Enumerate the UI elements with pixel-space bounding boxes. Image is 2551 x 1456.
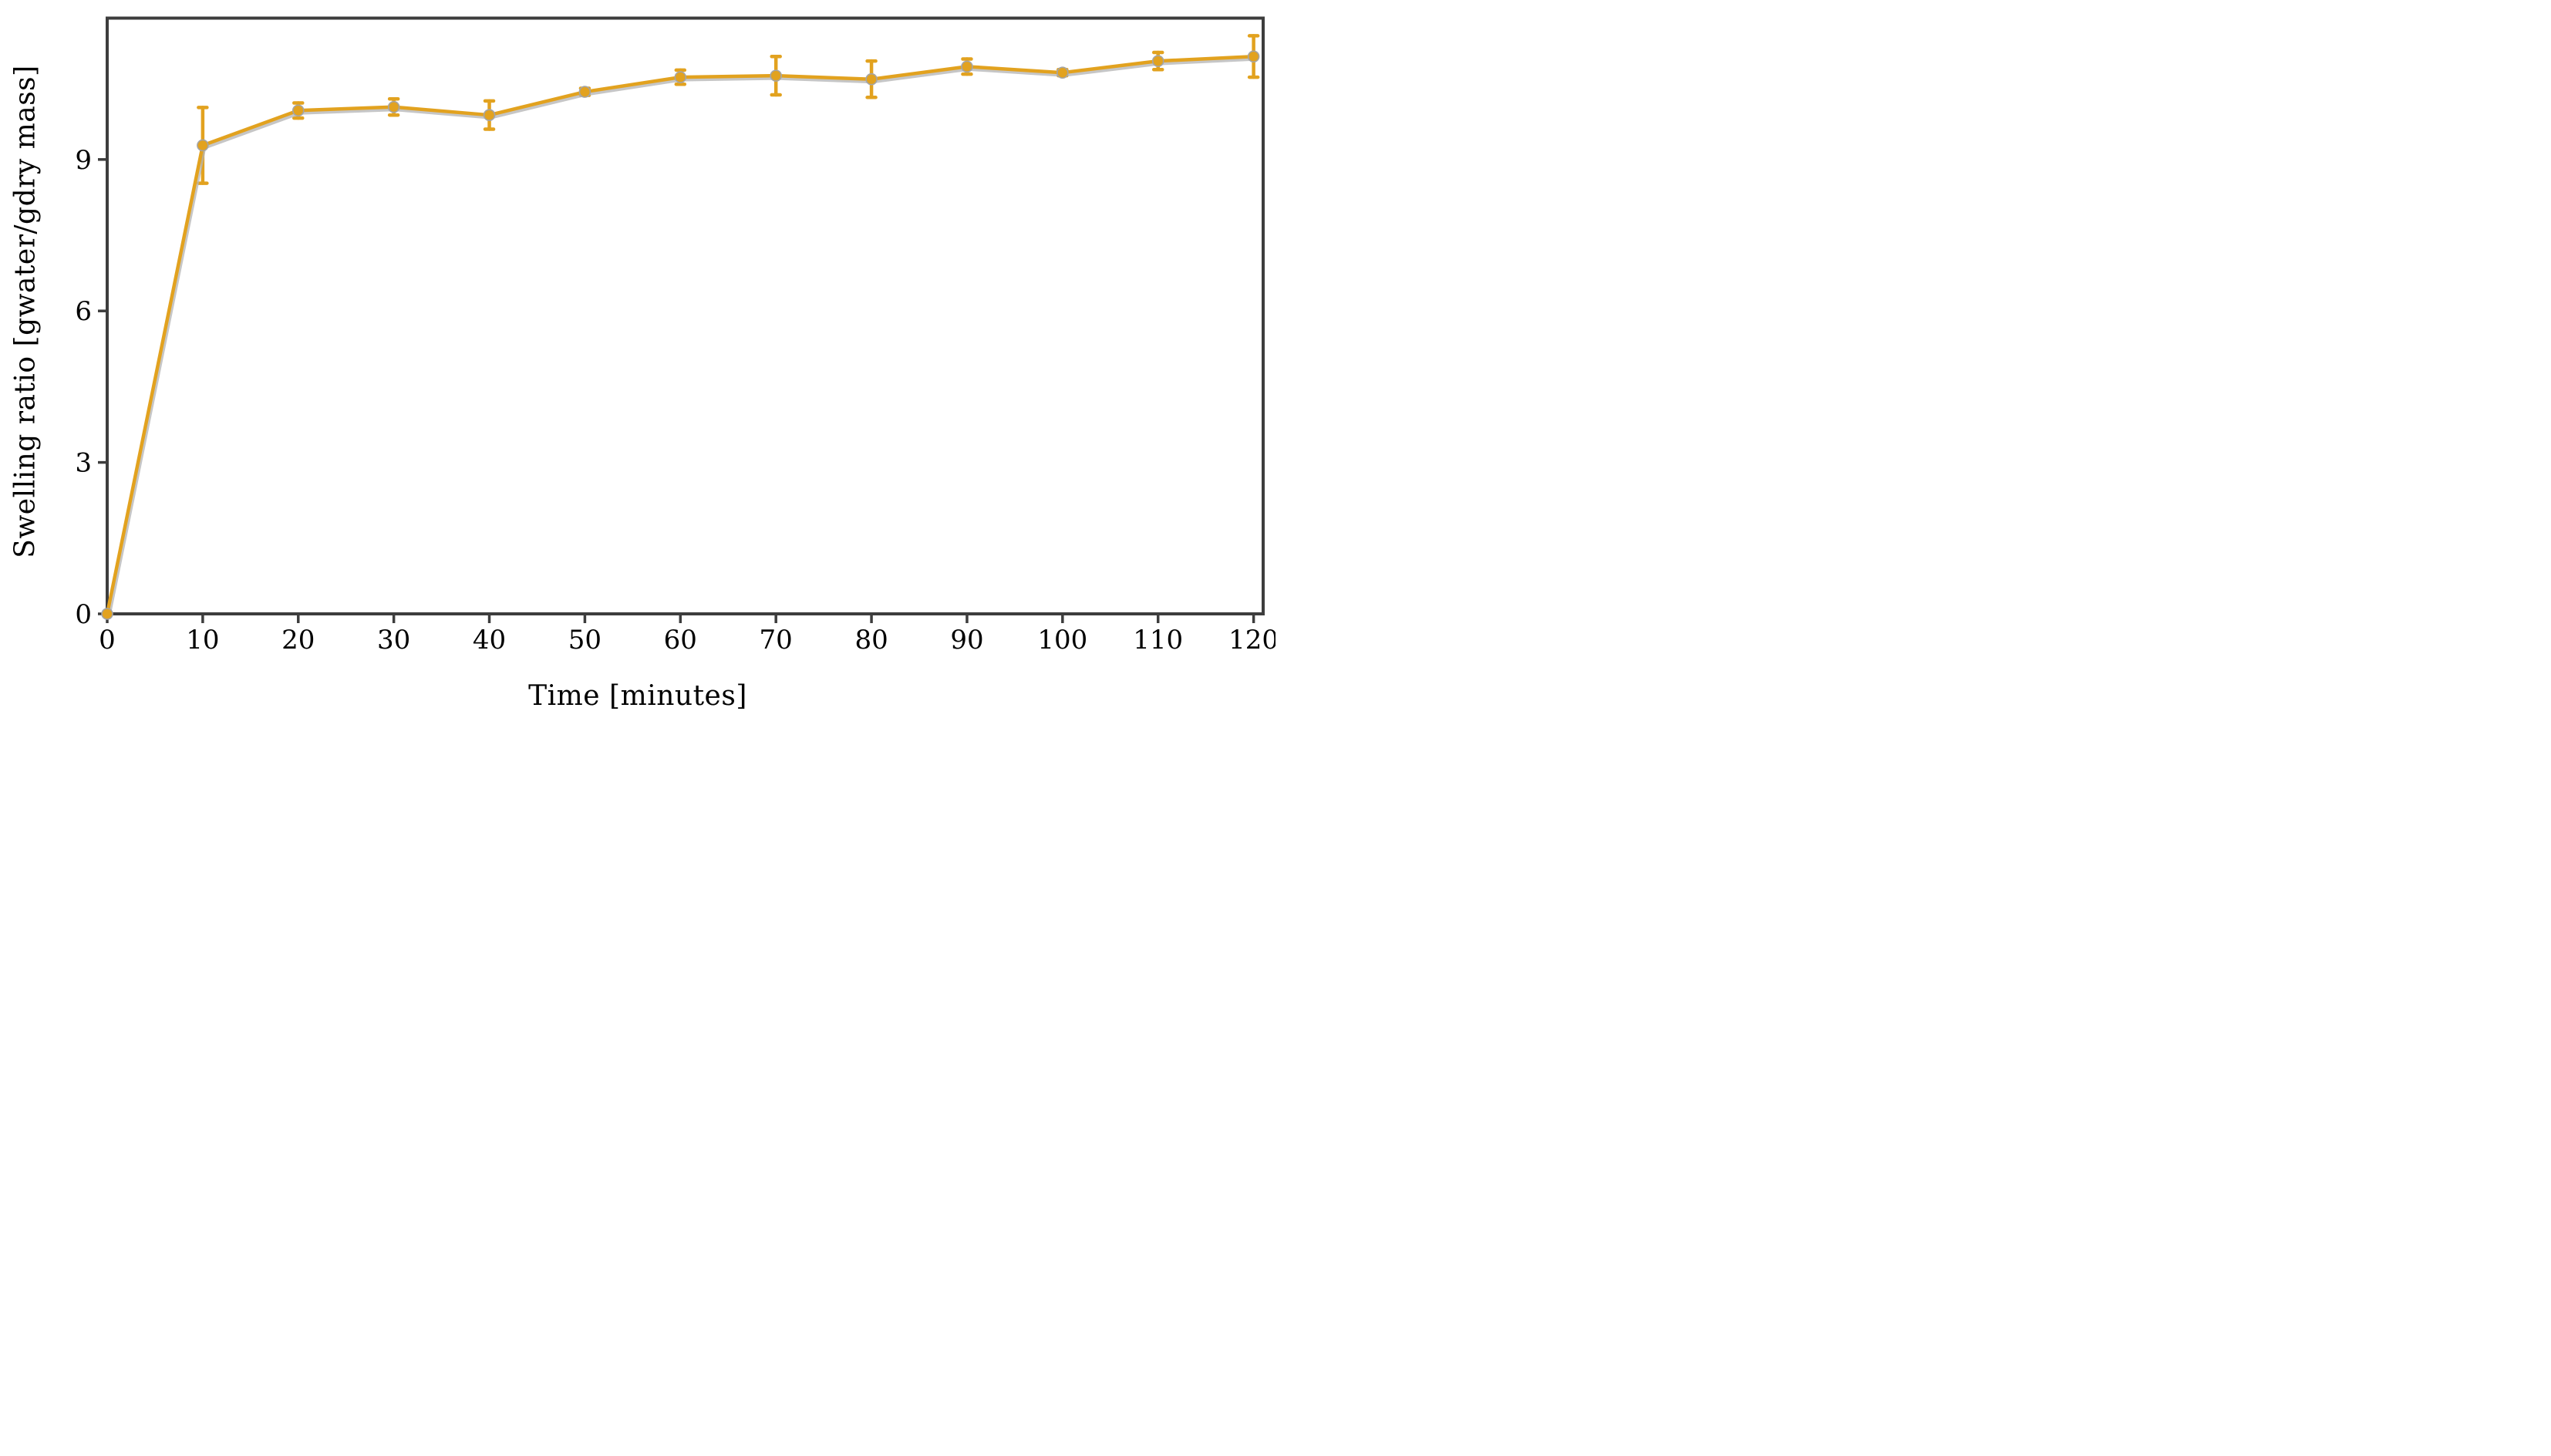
x-tick-label: 120: [1228, 625, 1276, 656]
data-point-marker: [387, 100, 400, 113]
y-tick-label: 3: [75, 448, 92, 479]
data-point-marker: [770, 69, 782, 82]
swelling-chart: 0 10 20 30 40 50 60 70 80 90 100 110 120 0 3 6 9: [75, 16, 1276, 656]
data-point-marker: [674, 71, 687, 83]
data-point-marker: [101, 608, 113, 620]
data-point-marker: [961, 60, 973, 73]
data-point-marker: [1247, 50, 1260, 63]
x-tick-label: 10: [186, 625, 219, 656]
x-tick-label: 100: [1037, 625, 1087, 656]
data-point-marker: [197, 139, 209, 152]
x-tick-label: 110: [1133, 625, 1183, 656]
x-tick-label: 30: [377, 625, 410, 656]
x-tick-label: 50: [568, 625, 602, 656]
x-tick-label: 80: [854, 625, 888, 656]
data-point-marker: [1151, 55, 1164, 67]
series-line-shadow: [106, 56, 1255, 617]
data-point-marker: [483, 109, 496, 121]
x-tick-label: 20: [281, 625, 315, 656]
y-tick-label: 0: [75, 599, 92, 630]
y-axis-label: Swelling ratio [gwater/gdry mass]: [9, 65, 42, 558]
swelling-ratio-figure: 0 10 20 30 40 50 60 70 80 90 100 110 120 0 3 6 9 Time [m…: [0, 0, 1276, 728]
data-point-marker: [865, 72, 878, 86]
x-tick-label: 70: [760, 625, 793, 656]
y-tick-label: 9: [75, 145, 92, 176]
data-point-marker: [578, 86, 591, 98]
data-point-marker: [1056, 66, 1069, 79]
plot-border: [106, 16, 1265, 615]
series-line: [105, 55, 1254, 615]
x-tick-label: 0: [99, 625, 116, 656]
y-tick-label: 6: [75, 296, 92, 327]
x-tick-label: 90: [950, 625, 983, 656]
data-point-marker: [291, 104, 305, 117]
x-axis-label: Time [minutes]: [528, 680, 747, 712]
x-tick-label: 40: [473, 625, 506, 656]
x-tick-label: 60: [664, 625, 697, 656]
